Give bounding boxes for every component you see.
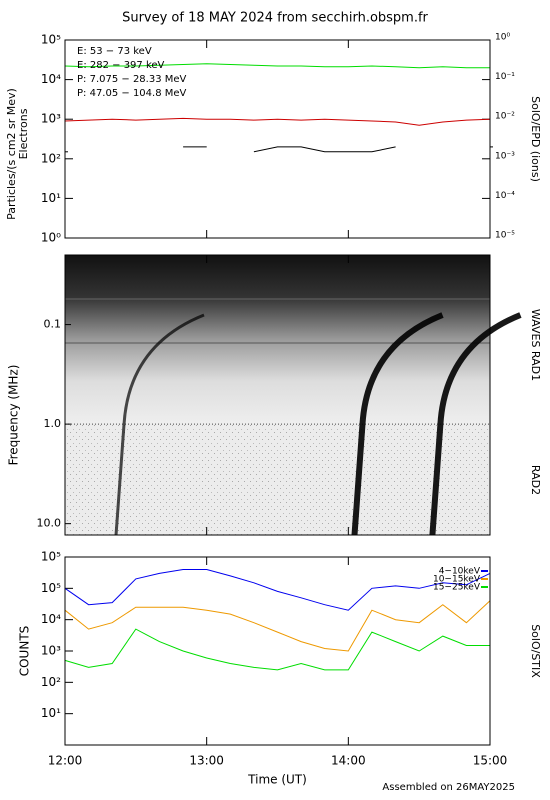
y2-tick-label: 10⁻¹ bbox=[495, 72, 515, 82]
footer: Assembled on 26MAY2025 bbox=[382, 782, 515, 793]
y-tick-label: 10⁰ bbox=[41, 231, 61, 245]
y2-axis-label: WAVES RAD1 bbox=[529, 309, 542, 381]
y-tick-label: 1.0 bbox=[44, 417, 62, 430]
y-tick-label: 10² bbox=[41, 675, 61, 689]
title: Survey of 18 MAY 2024 from secchirh.obsp… bbox=[122, 11, 428, 26]
y-tick-label: 0.1 bbox=[44, 318, 62, 331]
y-axis-label: Frequency (MHz) bbox=[7, 365, 21, 466]
y-tick-label: 10² bbox=[41, 151, 61, 165]
radio-burst bbox=[114, 313, 205, 536]
y-tick-label: 10¹ bbox=[41, 191, 61, 205]
plot-frame bbox=[64, 254, 491, 536]
legend-entry: 4−10keV bbox=[439, 567, 481, 577]
series-line bbox=[253, 146, 396, 153]
y-tick-label: 10¹ bbox=[41, 706, 61, 720]
y2-axis-label: SolO/EPD (ions) bbox=[529, 96, 542, 182]
y-axis-label: Particles/(s cm2 sr Mev) bbox=[5, 88, 18, 220]
series-line bbox=[64, 600, 491, 652]
y-tick-label: 10³ bbox=[41, 112, 61, 126]
y-tick-label: 10³ bbox=[41, 644, 61, 658]
plot-frame bbox=[64, 556, 491, 746]
x-tick-label: 12:00 bbox=[48, 754, 83, 768]
y-tick-label: 10.0 bbox=[37, 517, 62, 530]
y-axis-label: COUNTS bbox=[18, 626, 32, 677]
x-tick-label: 14:00 bbox=[331, 754, 366, 768]
radio-burst bbox=[429, 312, 522, 536]
y-tick-label: 10⁵ bbox=[41, 550, 61, 564]
legend-entry: E: 53 − 73 keV bbox=[77, 46, 152, 57]
y2-tick-label: 10⁻³ bbox=[495, 151, 515, 161]
series-line bbox=[64, 63, 490, 69]
legend-entry: E: 282 − 397 keV bbox=[77, 60, 165, 71]
rad2-background bbox=[65, 424, 490, 535]
x-tick-label: 13:00 bbox=[189, 754, 224, 768]
legend-entry: P: 7.075 − 28.33 MeV bbox=[77, 74, 187, 85]
y2-tick-label: 10⁻⁴ bbox=[495, 191, 515, 201]
y-tick-label: 10⁴ bbox=[41, 72, 61, 86]
y2-axis-label: RAD2 bbox=[529, 465, 542, 495]
legend-entry: 15−25keV bbox=[433, 583, 481, 593]
series-line bbox=[64, 569, 491, 611]
y2-tick-label: 10⁰ bbox=[495, 33, 510, 43]
x-tick-label: 15:00 bbox=[473, 754, 508, 768]
y-axis-label: Electrons bbox=[17, 108, 30, 159]
series-line bbox=[64, 117, 491, 126]
series-line bbox=[64, 628, 490, 671]
y2-tick-label: 10⁻² bbox=[495, 112, 515, 122]
legend-entry: 10−15keV bbox=[433, 575, 481, 585]
y-tick-label: 10⁴ bbox=[41, 612, 61, 626]
y2-axis-label: SolO/STIX bbox=[529, 624, 542, 678]
y2-tick-label: 10⁻⁵ bbox=[495, 231, 515, 241]
radio-burst bbox=[351, 312, 444, 536]
legend-entry: P: 47.05 − 104.8 MeV bbox=[77, 88, 187, 99]
y-tick-label: 10⁵ bbox=[41, 581, 61, 595]
y-tick-label: 10⁵ bbox=[41, 33, 61, 47]
x-axis-label: Time (UT) bbox=[247, 773, 307, 787]
plot-frame bbox=[64, 39, 491, 239]
